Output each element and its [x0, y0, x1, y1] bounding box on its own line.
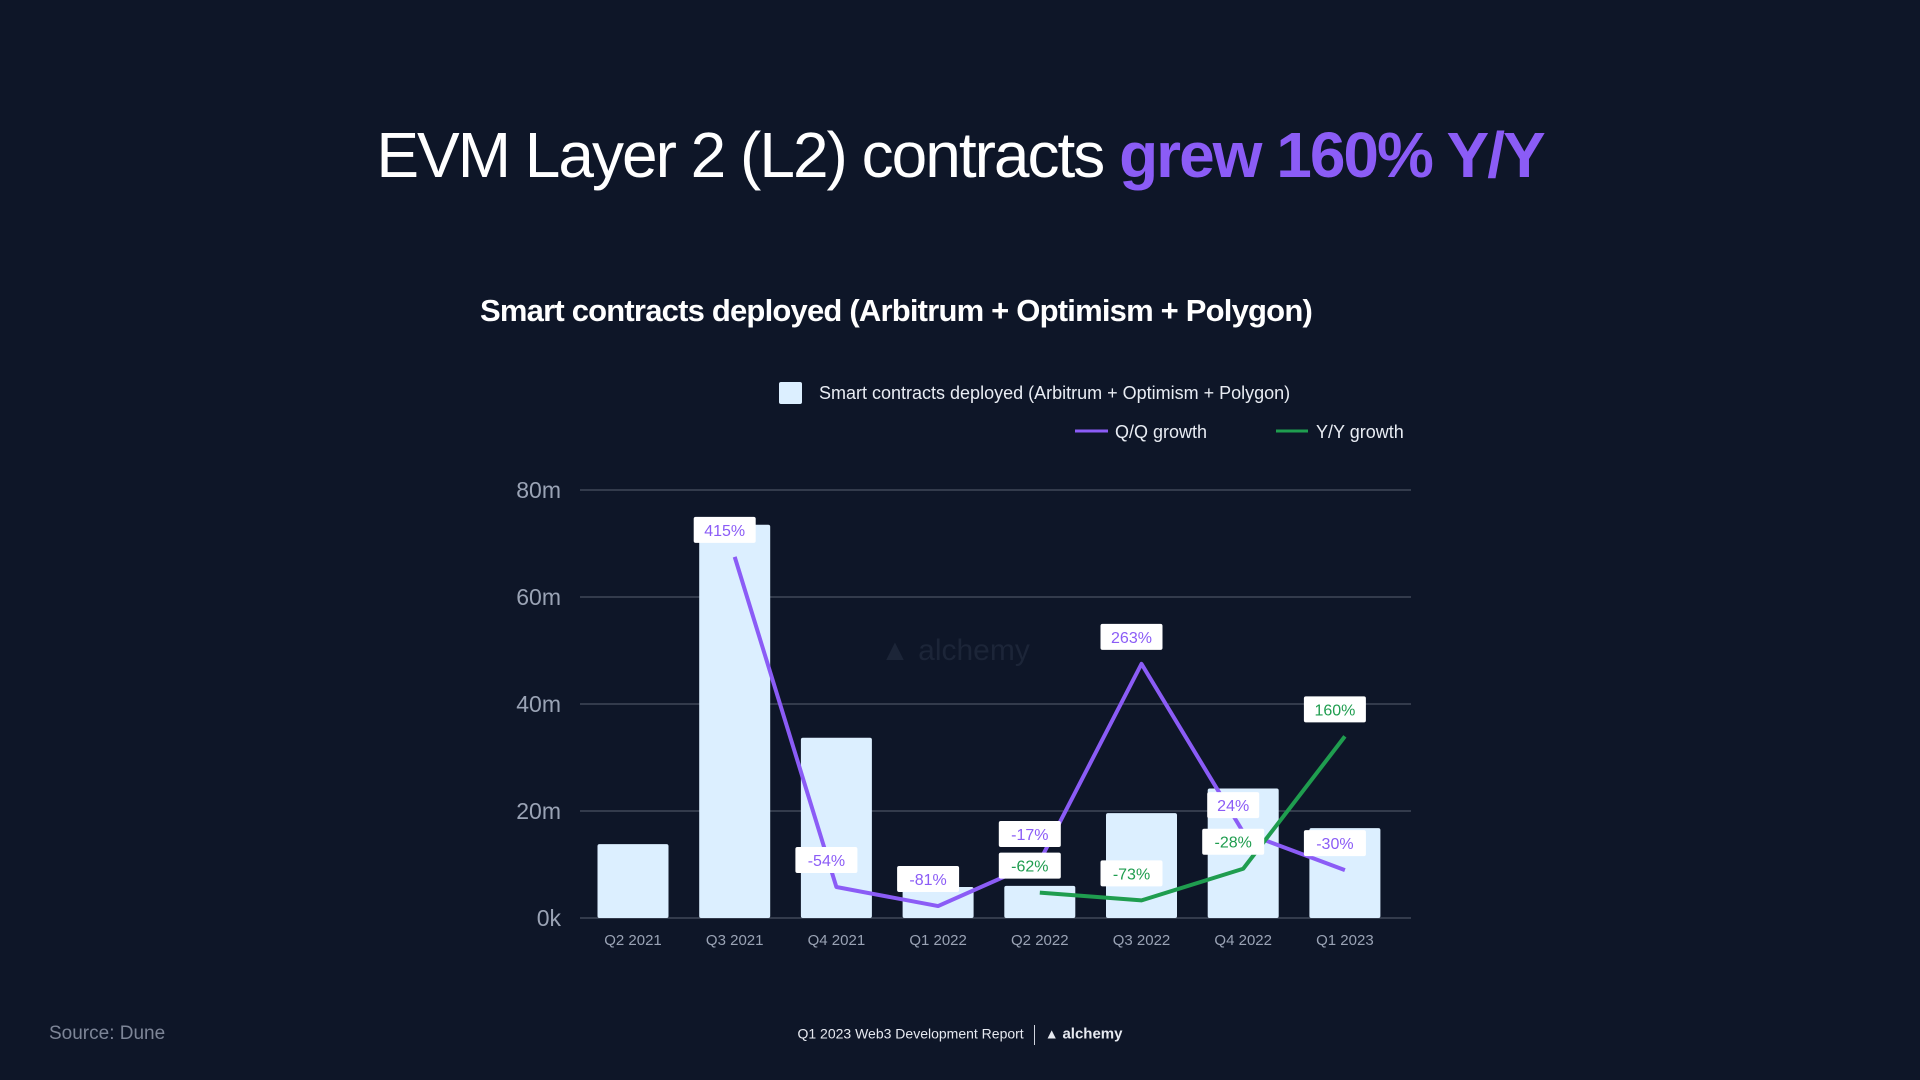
footer: Q1 2023 Web3 Development Report ▲ alchemy — [0, 1025, 1920, 1045]
y-tick-label: 40m — [516, 691, 561, 717]
legend-qq-label: Q/Q growth — [1115, 422, 1207, 442]
alchemy-logo-icon: ▲ — [1044, 1025, 1059, 1042]
qq-data-label: -30% — [1316, 836, 1353, 853]
qq-data-label: -17% — [1011, 827, 1048, 844]
qq-data-label-box — [897, 866, 960, 893]
qq-data-label: -54% — [808, 853, 845, 870]
bar — [1004, 885, 1076, 918]
yy-data-label-box — [1303, 696, 1366, 723]
legend-bar-label: Smart contracts deployed (Arbitrum + Opt… — [819, 383, 1290, 403]
yy-data-label: -73% — [1113, 866, 1150, 883]
bar — [597, 844, 669, 918]
x-tick-label: Q3 2022 — [1113, 932, 1171, 949]
y-tick-label: 60m — [516, 584, 561, 610]
bar — [699, 524, 771, 918]
yy-data-label-box — [1202, 828, 1265, 855]
page-title: EVM Layer 2 (L2) contracts grew 160% Y/Y — [0, 118, 1920, 192]
footer-brand: alchemy — [1062, 1025, 1123, 1043]
yy-data-label: -28% — [1215, 835, 1252, 852]
qq-data-label: 415% — [704, 523, 745, 540]
yy-data-label-box — [998, 852, 1061, 879]
y-tick-label: 20m — [516, 798, 561, 824]
x-tick-label: Q3 2021 — [706, 932, 764, 949]
y-tick-label: 80m — [516, 477, 561, 503]
x-tick-label: Q2 2022 — [1011, 932, 1069, 949]
chart-title: Smart contracts deployed (Arbitrum + Opt… — [480, 293, 1313, 328]
qq-data-label-box — [998, 820, 1061, 847]
source-note: Source: Dune — [49, 1023, 166, 1044]
qq-data-label-box — [693, 516, 756, 543]
x-tick-label: Q1 2022 — [909, 932, 967, 949]
qq-data-label-box — [1100, 623, 1163, 650]
title-highlight: grew 160% Y/Y — [1119, 119, 1546, 191]
x-tick-label: Q2 2021 — [604, 932, 662, 949]
yy-data-label: -62% — [1011, 859, 1048, 876]
qq-data-label: 24% — [1217, 798, 1249, 815]
x-tick-label: Q4 2021 — [808, 932, 866, 949]
qq-data-label: -81% — [909, 872, 946, 889]
qq-data-label: 263% — [1111, 630, 1152, 647]
bar — [902, 886, 974, 918]
legend-bar-swatch — [779, 382, 802, 404]
qq-data-label-box — [1303, 830, 1366, 857]
watermark-text: ▲ alchemy — [880, 634, 1030, 667]
qq-data-label-box — [1207, 792, 1260, 819]
x-tick-label: Q1 2023 — [1316, 932, 1374, 949]
footer-divider — [1033, 1025, 1035, 1045]
x-tick-label: Q4 2022 — [1214, 932, 1272, 949]
yy-data-label: 160% — [1314, 702, 1355, 719]
yy-growth-line — [1039, 735, 1347, 903]
yy-data-label-box — [1100, 860, 1163, 887]
legend-yy-label: Y/Y growth — [1316, 422, 1404, 442]
y-tick-label: 0k — [537, 905, 562, 931]
title-main: EVM Layer 2 (L2) contracts — [376, 119, 1120, 191]
qq-data-label-box — [795, 847, 858, 874]
footer-report: Q1 2023 Web3 Development Report — [797, 1025, 1024, 1042]
